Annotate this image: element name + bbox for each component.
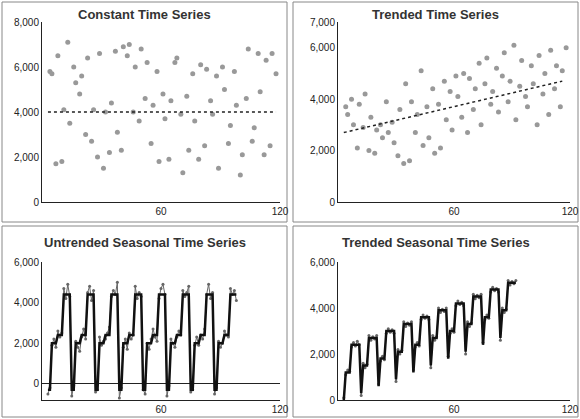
- svg-text:4,000: 4,000: [310, 303, 335, 314]
- svg-text:120: 120: [272, 404, 289, 415]
- svg-text:4,000: 4,000: [310, 94, 335, 105]
- svg-text:Trended Time Series: Trended Time Series: [372, 7, 499, 22]
- svg-text:6,000: 6,000: [310, 42, 335, 53]
- svg-text:120: 120: [272, 206, 289, 217]
- svg-text:6,000: 6,000: [14, 62, 39, 73]
- svg-text:Untrended Seasonal Time Series: Untrended Seasonal Time Series: [44, 235, 246, 250]
- svg-text:7,000: 7,000: [310, 17, 335, 28]
- svg-text:60: 60: [155, 206, 167, 217]
- svg-text:60: 60: [448, 206, 460, 217]
- svg-text:0: 0: [33, 197, 39, 208]
- svg-text:Trended Seasonal Time Series: Trended Seasonal Time Series: [342, 235, 530, 250]
- svg-text:8,000: 8,000: [14, 17, 39, 28]
- svg-text:2,000: 2,000: [14, 152, 39, 163]
- svg-text:60: 60: [448, 404, 460, 415]
- svg-text:2,000: 2,000: [14, 338, 39, 349]
- svg-text:Constant Time Series: Constant Time Series: [78, 7, 211, 22]
- svg-text:4,000: 4,000: [14, 297, 39, 308]
- svg-text:0: 0: [329, 197, 335, 208]
- svg-text:120: 120: [562, 404, 579, 415]
- svg-text:4,000: 4,000: [14, 107, 39, 118]
- svg-text:120: 120: [562, 206, 579, 217]
- svg-text:6,000: 6,000: [14, 257, 39, 268]
- svg-text:0: 0: [33, 378, 39, 389]
- svg-text:0: 0: [329, 395, 335, 406]
- svg-text:2,000: 2,000: [310, 349, 335, 360]
- svg-text:60: 60: [155, 404, 167, 415]
- svg-text:6,000: 6,000: [310, 257, 335, 268]
- svg-text:2,000: 2,000: [310, 145, 335, 156]
